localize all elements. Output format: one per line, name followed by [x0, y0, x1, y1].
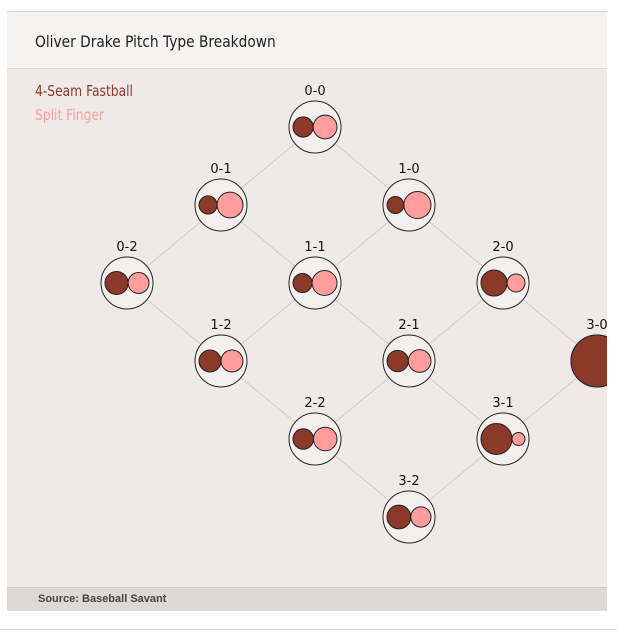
fastball-circle-3-1: [480, 423, 513, 455]
count-label-1-0: 1-0: [398, 162, 419, 177]
legend-item-split-finger: Split Finger: [35, 106, 105, 124]
chart-card: Oliver Drake Pitch Type Breakdown 0-0 0-1…: [7, 11, 607, 611]
count-node-1-0: 1-0: [382, 162, 436, 232]
count-label-0-0: 0-0: [304, 84, 325, 99]
fastball-circle-2-2: [292, 428, 314, 450]
chart-header: Oliver Drake Pitch Type Breakdown: [7, 11, 607, 69]
fastball-circle-3-2: [386, 504, 412, 530]
count-node-1-1: 1-1: [288, 240, 342, 310]
fastball-circle-0-0: [292, 116, 314, 138]
split-finger-circle-0-0: [312, 114, 338, 140]
chart-footer: Source: Baseball Savant: [7, 587, 607, 611]
fastball-circle-2-1: [386, 349, 409, 373]
split-finger-circle-0-2: [127, 272, 150, 294]
fastball-circle-1-1: [292, 272, 313, 294]
split-finger-circle-3-1: [511, 431, 526, 447]
count-edges: [126, 126, 598, 518]
count-label-3-1: 3-1: [492, 396, 513, 411]
count-label-3-2: 3-2: [398, 474, 419, 489]
fastball-circle-3-0: [570, 334, 607, 388]
count-label-0-1: 0-1: [210, 162, 231, 177]
page-divider: [0, 629, 617, 630]
count-nodes: 0-0 0-1 1-0 0-2 1-1 2-0 1-2 2-1 3-0 2-2 3-1 3-2: [100, 84, 607, 544]
count-label-1-1: 1-1: [304, 240, 325, 255]
split-finger-circle-2-2: [312, 426, 338, 452]
count-node-0-0: 0-0: [288, 84, 342, 154]
fastball-circle-0-1: [198, 195, 218, 215]
count-node-0-2: 0-2: [100, 240, 154, 310]
fastball-circle-1-0: [386, 196, 405, 214]
legend: 4-Seam Fastball Split Finger: [35, 79, 133, 127]
count-label-2-0: 2-0: [492, 240, 513, 255]
count-label-2-1: 2-1: [398, 318, 419, 333]
count-node-3-2: 3-2: [382, 474, 436, 544]
split-finger-circle-0-1: [216, 191, 244, 219]
count-label-0-2: 0-2: [116, 240, 137, 255]
fastball-circle-2-0: [480, 269, 508, 297]
fastball-circle-0-2: [104, 270, 129, 296]
count-node-1-2: 1-2: [194, 318, 248, 388]
count-node-3-0: 3-0: [570, 318, 607, 388]
chart-title: Oliver Drake Pitch Type Breakdown: [35, 32, 276, 51]
count-node-0-1: 0-1: [194, 162, 248, 232]
count-label-2-2: 2-2: [304, 396, 325, 411]
split-finger-circle-3-2: [410, 506, 432, 528]
count-node-2-0: 2-0: [476, 240, 530, 310]
count-label-1-2: 1-2: [210, 318, 231, 333]
count-node-2-1: 2-1: [382, 318, 436, 388]
source-note: Source: Baseball Savant: [38, 593, 167, 605]
count-node-2-2: 2-2: [288, 396, 342, 466]
split-finger-circle-1-1: [311, 270, 338, 296]
split-finger-circle-1-2: [220, 349, 244, 373]
count-node-3-1: 3-1: [476, 396, 530, 466]
split-finger-circle-2-1: [407, 349, 432, 373]
fastball-circle-1-2: [198, 349, 222, 373]
count-label-3-0: 3-0: [586, 318, 607, 333]
legend-item-fastball: 4-Seam Fastball: [35, 82, 133, 100]
split-finger-circle-2-0: [506, 273, 526, 293]
count-breakdown-plot: 0-0 0-1 1-0 0-2 1-1 2-0 1-2 2-1 3-0 2-2 3-1 3-2: [100, 84, 607, 544]
split-finger-circle-1-0: [403, 190, 432, 220]
